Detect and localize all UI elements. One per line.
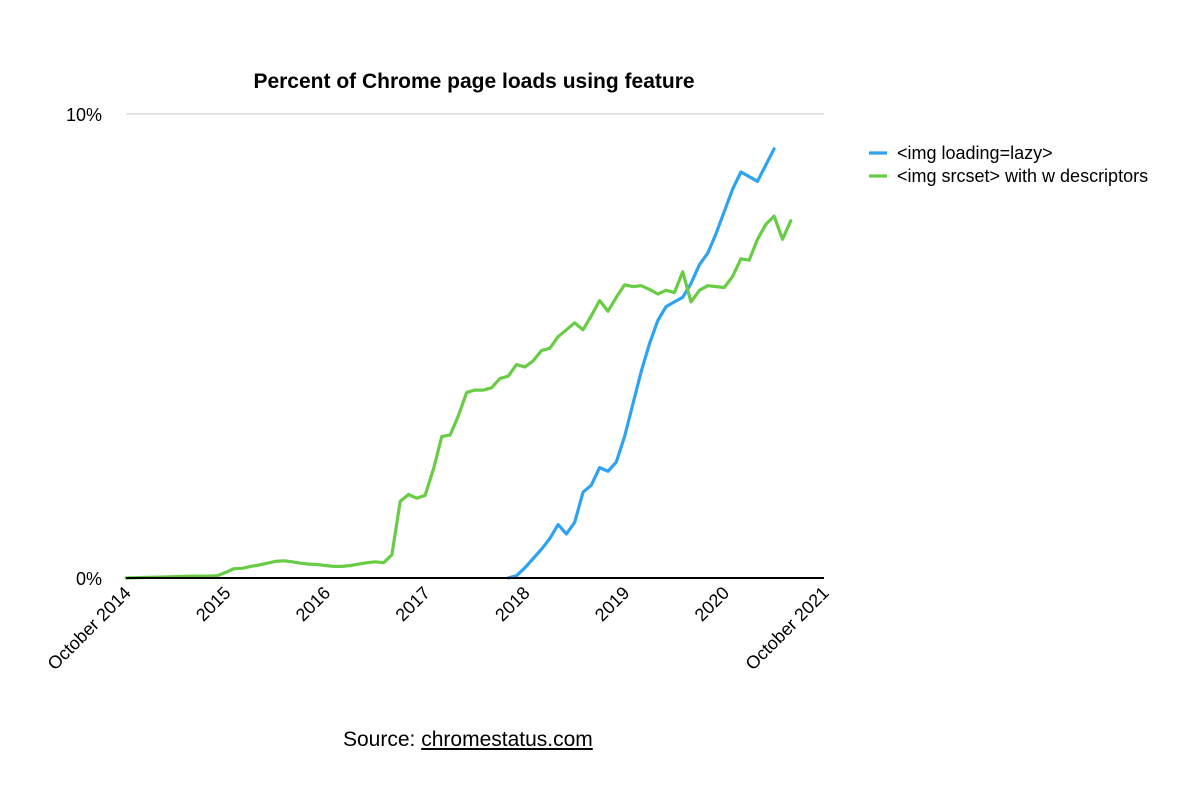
x-tick-label: 2020 xyxy=(691,583,733,625)
legend-label: <img srcset> with w descriptors xyxy=(897,166,1148,186)
x-tick-label: 2017 xyxy=(392,583,434,625)
x-tick-label: 2015 xyxy=(192,583,234,625)
y-tick-label: 10% xyxy=(66,105,102,125)
series-line-lazy xyxy=(506,147,776,580)
legend-label: <img loading=lazy> xyxy=(897,143,1053,163)
x-axis-ticks: October 2014 2015 2016 2017 2018 2019 2020 Octo… xyxy=(44,583,833,674)
source-note: Source: chromestatus.com xyxy=(343,728,593,752)
x-tick-label: October 2014 xyxy=(44,583,135,674)
x-tick-label: 2019 xyxy=(591,583,633,625)
x-tick-label: October 2021 xyxy=(742,583,833,674)
series-layer xyxy=(124,147,824,580)
source-prefix: Source: xyxy=(343,728,422,751)
series-line-srcset xyxy=(124,214,793,580)
x-tick-label: 2016 xyxy=(292,583,334,625)
source-link[interactable]: chromestatus.com xyxy=(421,728,593,751)
legend: <img loading=lazy> <img srcset> with w de… xyxy=(869,143,1148,186)
y-tick-label: 0% xyxy=(76,569,102,589)
y-axis-ticks: 0% 10% xyxy=(66,105,102,589)
chart-title: Percent of Chrome page loads using featu… xyxy=(253,70,694,93)
x-tick-label: 2018 xyxy=(491,583,533,625)
